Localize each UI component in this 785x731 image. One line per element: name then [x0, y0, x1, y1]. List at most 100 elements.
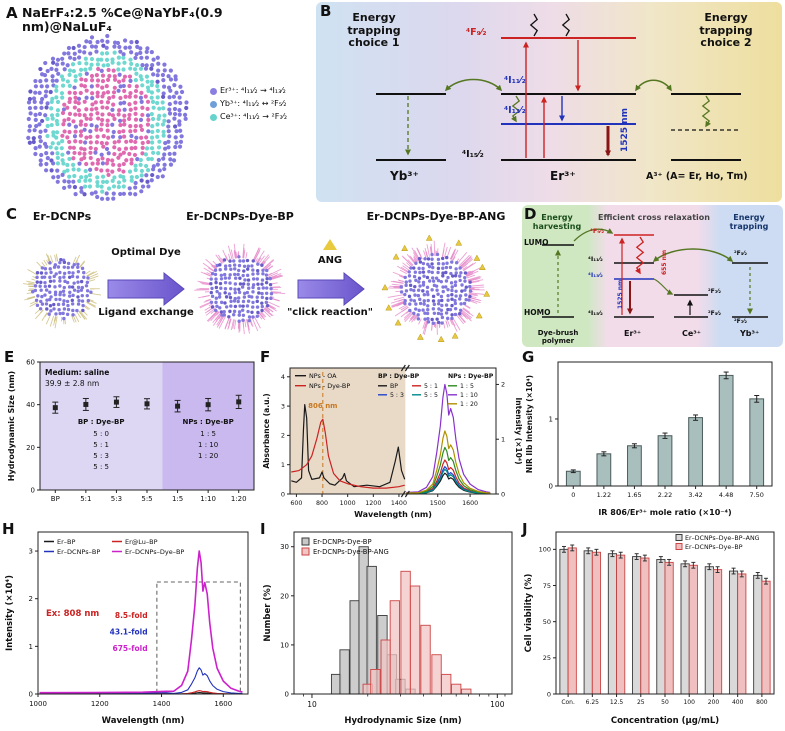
level-4i152-label: ⁴I₁₅⁄₂ — [462, 149, 484, 160]
panel-h-emission-spectra: H 1000 1200 1400 1600 0 1 2 3 Er–BP Er@Lu–BP Er–DC… — [2, 520, 260, 730]
panel-a: A NaErF₄:2.5 %Ce@NaYbF₄(0.9 nm)@NaLuF₄ E… — [4, 2, 314, 204]
svg-text:20: 20 — [280, 592, 289, 600]
svg-text:800: 800 — [316, 500, 328, 507]
er-ion-label: Er³⁺ — [550, 169, 576, 183]
svg-text:100: 100 — [539, 546, 551, 554]
svg-text:1400: 1400 — [153, 700, 171, 708]
svg-text:Er-DCNPs-Dye-BP-ANG: Er-DCNPs-Dye-BP-ANG — [313, 548, 389, 556]
d-er-ion-label: Er³⁺ — [624, 329, 642, 338]
svg-text:1500: 1500 — [430, 500, 446, 507]
svg-text:5:3: 5:3 — [111, 495, 122, 503]
a-ion-label: A³⁺ (A= Er, Ho, Tm) — [646, 171, 748, 182]
svg-text:0: 0 — [31, 487, 35, 495]
svg-text:BP: BP — [51, 495, 60, 503]
legend-item-text: Er³⁺: ⁴I₁₁⁄₂ ⇝ ⁴I₁₃⁄₂ — [220, 86, 286, 95]
energy-trapping-label: Energy trapping — [729, 213, 769, 232]
svg-text:1200: 1200 — [365, 500, 381, 507]
svg-text:2: 2 — [281, 432, 285, 440]
panel-a-legend: Er³⁺: ⁴I₁₁⁄₂ ⇝ ⁴I₁₃⁄₂ Yb³⁺: ⁴I₁₁⁄₂ ↔ ²F₅⁄… — [210, 82, 316, 126]
svg-text:1600: 1600 — [462, 500, 478, 507]
svg-text:1400: 1400 — [391, 500, 407, 507]
panel-b-energy-diagram: B Energy trapping choice 1 Energy trappi… — [316, 2, 782, 202]
svg-text:12.5: 12.5 — [610, 699, 624, 706]
svg-text:50: 50 — [661, 699, 669, 706]
svg-text:Concentration (μg/mL): Concentration (μg/mL) — [611, 716, 719, 726]
svg-text:1 : 10: 1 : 10 — [460, 392, 478, 399]
yb-ion-label: Yb³⁺ — [390, 169, 419, 183]
svg-text:Intensity (×10⁴): Intensity (×10⁴) — [5, 575, 15, 651]
svg-text:3: 3 — [281, 402, 285, 410]
svg-text:1 : 20: 1 : 20 — [198, 452, 218, 460]
panel-f-letter: F — [260, 348, 271, 366]
svg-text:0: 0 — [29, 691, 33, 699]
panel-c-synthesis-scheme: C Er-DCNPs Er-DCNPs-Dye-BP Er-DCNPs-Dye-… — [0, 205, 522, 347]
ion-color-dot — [210, 101, 217, 109]
cross-relaxation-label: Efficient cross relaxation — [598, 213, 710, 222]
emission-spectra-plot: 1000 1200 1400 1600 0 1 2 3 Er–BP Er@Lu–BP Er–DCNP… — [5, 531, 249, 726]
d-level-4i132-label: ⁴I₁₃⁄₂ — [588, 271, 603, 279]
cross-relaxation-diagram-graphics — [542, 228, 768, 318]
svg-text:Ex: 808 nm: Ex: 808 nm — [46, 609, 99, 619]
ligand-exchange-label: Ligand exchange — [98, 307, 194, 318]
svg-text:BP: BP — [390, 383, 398, 390]
svg-text:Wavelength (nm): Wavelength (nm) — [354, 510, 432, 519]
svg-text:0: 0 — [571, 491, 575, 499]
svg-text:39.9 ± 2.8 nm: 39.9 ± 2.8 nm — [45, 379, 99, 388]
legend-item: Ce³⁺: ⁴I₁₁⁄₂ → ²F₇⁄₂ — [210, 112, 316, 122]
svg-text:1: 1 — [501, 436, 505, 444]
svg-text:1000: 1000 — [29, 700, 47, 708]
svg-text:2: 2 — [501, 381, 505, 389]
svg-text:10: 10 — [280, 641, 289, 649]
svg-text:4.48: 4.48 — [719, 491, 733, 499]
svg-text:10: 10 — [307, 700, 317, 709]
nir-iib-intensity-bar-chart: 0 1 0 1.22 1.65 2.22 3.42 4.48 7.50 IR 806/Er³⁺ m… — [525, 361, 773, 517]
size-distribution-histogram: 10 100 0 10 20 30 Er-DCNPs-Dye-BP Er-DCNPs-Dye-… — [263, 531, 513, 726]
svg-text:0: 0 — [547, 690, 551, 698]
svg-text:1: 1 — [281, 461, 285, 469]
svg-text:1200: 1200 — [91, 700, 109, 708]
svg-text:2.22: 2.22 — [658, 491, 672, 499]
svg-text:5 : 1: 5 : 1 — [424, 383, 438, 390]
lumo-label: LUMO — [524, 238, 549, 247]
svg-text:0: 0 — [501, 490, 505, 498]
dye-brush-polymer-label: Dye-brush polymer — [537, 329, 579, 346]
svg-text:3: 3 — [29, 548, 33, 556]
ion-color-dot — [210, 88, 217, 95]
svg-text:5 : 3: 5 : 3 — [93, 452, 109, 460]
svg-text:60: 60 — [26, 359, 35, 367]
svg-text:Cell viability (%): Cell viability (%) — [524, 574, 534, 653]
d-emission-1525nm-label: 1525 nm — [617, 279, 624, 309]
level-4f92-label: ⁴F₉⁄₂ — [466, 27, 487, 38]
panel-d-energy-diagram: D Energy harvesting Efficient cross rela… — [522, 205, 783, 347]
panel-d-letter: D — [524, 205, 537, 223]
svg-text:5 : 5: 5 : 5 — [93, 463, 109, 471]
svg-text:1 : 10: 1 : 10 — [198, 441, 218, 449]
emission-1525nm-label: 1525 nm — [620, 108, 630, 152]
er-dcnps-dye-bp-ang-label: Er-DCNPs-Dye-BP-ANG — [366, 210, 506, 223]
level-4i112-label: ⁴I₁₁⁄₂ — [504, 75, 526, 86]
legend-item: Yb³⁺: ⁴I₁₁⁄₂ ↔ ²F₅⁄₂ — [210, 99, 316, 109]
svg-text:NIR IIb Intensity (×10⁴): NIR IIb Intensity (×10⁴) — [525, 375, 534, 473]
nanoparticle-scheme-graphics — [23, 234, 491, 342]
svg-text:800: 800 — [756, 699, 768, 706]
svg-text:2: 2 — [29, 595, 33, 603]
svg-text:600: 600 — [290, 500, 302, 507]
click-reaction-label: "click reaction" — [287, 307, 373, 318]
panel-e-hydrodynamic-size-chart: E 0 20 40 60 BP 5:1 5:3 5:5 1:5 1:10 1:20 Hydrodyna… — [2, 348, 260, 522]
d-level-4i152-label: ⁴I₁₅⁄₂ — [588, 309, 603, 317]
optimal-dye-label: Optimal Dye — [111, 247, 181, 258]
svg-text:8.5-fold: 8.5-fold — [115, 611, 148, 620]
svg-text:Er–DCNPs–Dye–BP: Er–DCNPs–Dye–BP — [125, 548, 184, 556]
svg-text:675-fold: 675-fold — [113, 644, 148, 653]
svg-text:6.25: 6.25 — [586, 699, 600, 706]
legend-item: Er³⁺: ⁴I₁₁⁄₂ ⇝ ⁴I₁₃⁄₂ — [210, 86, 316, 95]
ce-2f72-label: ²F₇⁄₂ — [708, 288, 721, 295]
svg-text:Er@Lu–BP: Er@Lu–BP — [125, 538, 158, 546]
core-shell-nanoparticle-illustration — [26, 33, 189, 201]
svg-text:IR 806/Er³⁺ mole ratio (×10⁻⁴): IR 806/Er³⁺ mole ratio (×10⁻⁴) — [598, 508, 731, 517]
svg-text:BP : Dye-BP: BP : Dye-BP — [78, 418, 125, 426]
yb-2f52-label: ²F₅⁄₂ — [734, 250, 747, 257]
svg-text:Er–DCNPs–Dye–BP–ANG: Er–DCNPs–Dye–BP–ANG — [685, 535, 760, 542]
yb-2f72-label: ²F₇⁄₂ — [734, 318, 747, 325]
svg-text:Hydrodynamic Size (nm): Hydrodynamic Size (nm) — [7, 371, 16, 481]
